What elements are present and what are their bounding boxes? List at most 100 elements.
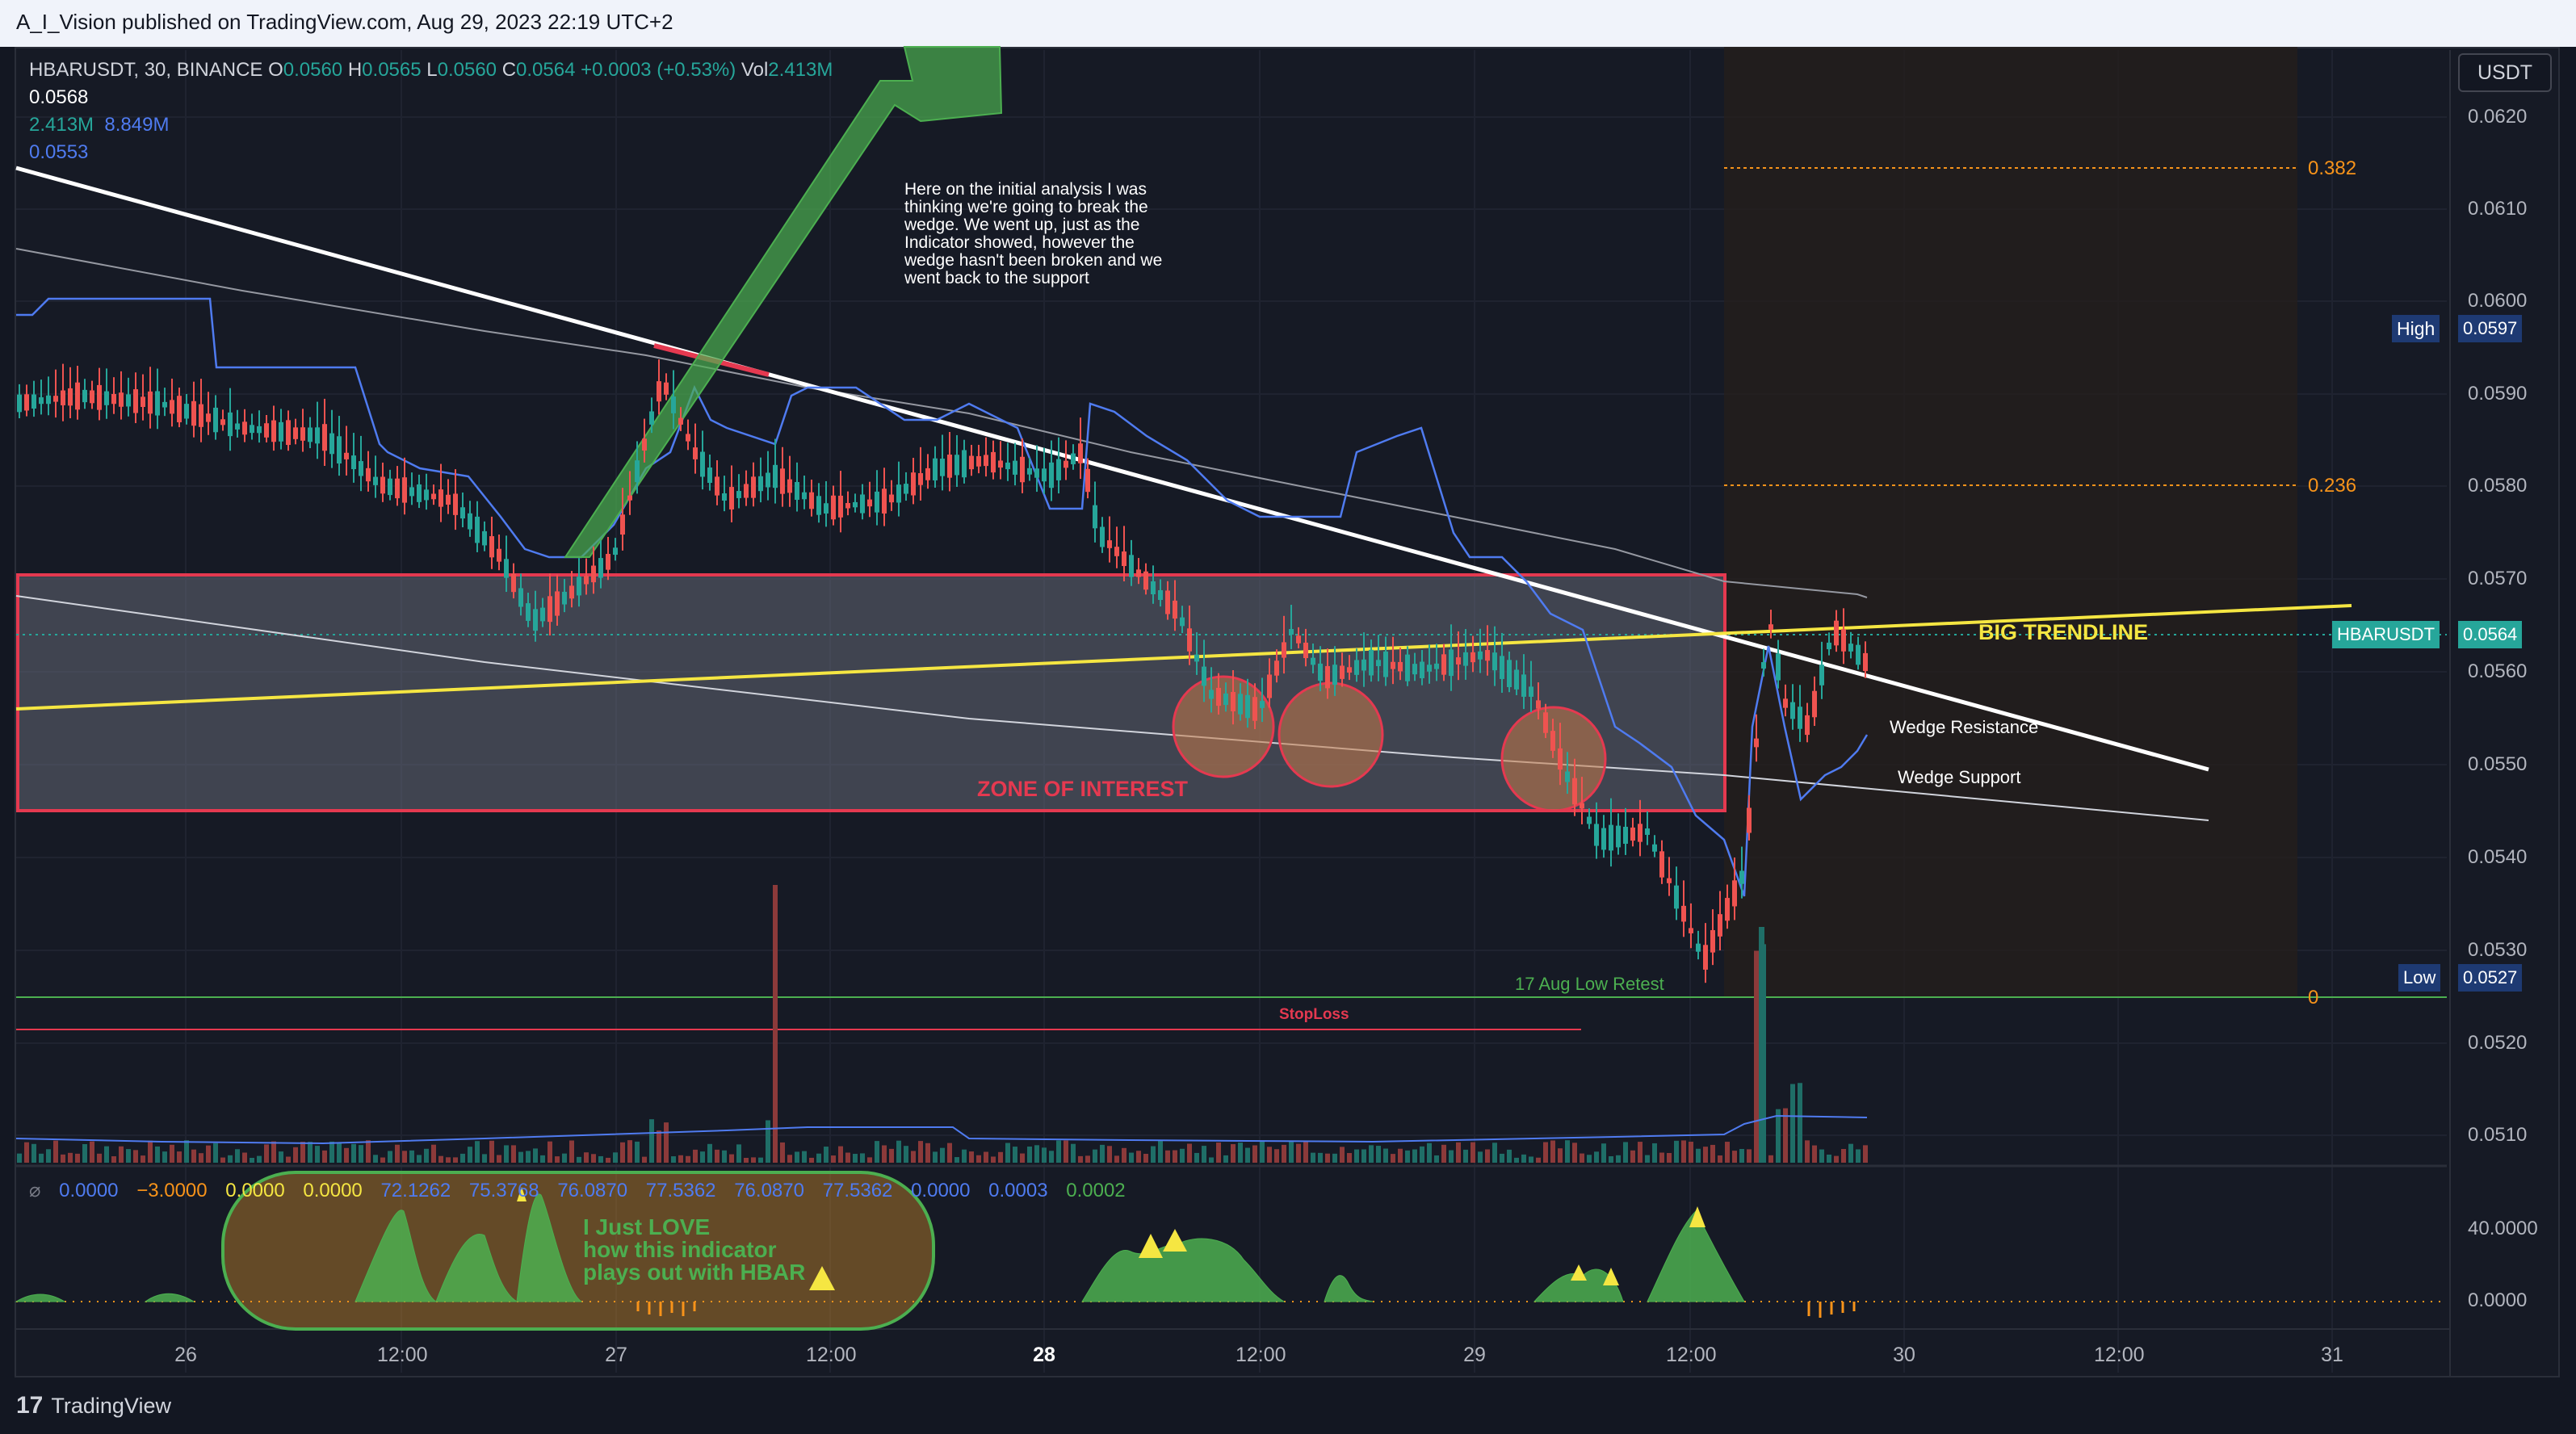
volume-bar bbox=[1143, 1153, 1148, 1163]
candle-body bbox=[1449, 649, 1454, 677]
volume-bar bbox=[824, 1147, 829, 1163]
candle-body bbox=[1514, 669, 1519, 690]
candle-body bbox=[627, 495, 632, 501]
volume-bar bbox=[329, 1141, 334, 1163]
volume-bar bbox=[729, 1154, 734, 1163]
volume-bar bbox=[896, 1140, 901, 1163]
volume-bar bbox=[707, 1143, 712, 1163]
candle-body bbox=[1652, 844, 1657, 852]
volume-bar bbox=[61, 1154, 65, 1163]
candle-body bbox=[1376, 660, 1381, 667]
legend-vol-a: 2.413M bbox=[29, 114, 94, 136]
volume-bar bbox=[933, 1151, 938, 1163]
volume-bar bbox=[1158, 1140, 1163, 1163]
volume-bar bbox=[664, 1122, 669, 1163]
volume-bar bbox=[489, 1140, 494, 1163]
volume-bar bbox=[1841, 1149, 1846, 1163]
candle-body bbox=[1521, 674, 1526, 697]
candle-body bbox=[1667, 878, 1672, 883]
fib-lines bbox=[1724, 167, 2297, 486]
ma-gray bbox=[15, 248, 1868, 598]
currency-button[interactable]: USDT bbox=[2458, 53, 2552, 92]
candle-body bbox=[1260, 701, 1265, 708]
volume-bar bbox=[1630, 1150, 1635, 1163]
tradingview-brand[interactable]: 17 TradingView bbox=[16, 1392, 171, 1419]
indicator-axis-0: 0.0000 bbox=[2468, 1289, 2528, 1311]
volume-bar bbox=[351, 1143, 356, 1163]
green-arrow bbox=[564, 46, 1003, 558]
volume-bar bbox=[918, 1141, 923, 1163]
candle-body bbox=[82, 389, 87, 403]
low-retest-label: 17 Aug Low Retest bbox=[1515, 974, 1664, 994]
support-circle-2 bbox=[1278, 681, 1384, 788]
stoploss-label: StopLoss bbox=[1279, 1006, 1349, 1023]
volume-bar bbox=[228, 1155, 233, 1163]
candle-body bbox=[1005, 462, 1010, 470]
candle-body bbox=[875, 491, 879, 513]
volume-bar bbox=[1289, 1140, 1294, 1163]
volume-bar bbox=[170, 1144, 174, 1163]
volume-bar bbox=[1572, 1143, 1577, 1163]
fib-236: 0.236 bbox=[2308, 475, 2357, 497]
zone-of-interest bbox=[16, 573, 1726, 812]
volume-bar bbox=[809, 1157, 814, 1163]
candle-body bbox=[1085, 468, 1090, 493]
candle-body bbox=[1834, 620, 1839, 646]
indicator-icon[interactable]: ⌀ bbox=[29, 1180, 41, 1201]
candle-body bbox=[409, 487, 414, 497]
volume-bar bbox=[1202, 1146, 1206, 1163]
volume-bar bbox=[82, 1143, 87, 1163]
candle-body bbox=[126, 394, 131, 407]
volume-bar bbox=[1209, 1157, 1214, 1163]
candle-body bbox=[715, 476, 720, 496]
volume-bar bbox=[1173, 1150, 1177, 1163]
volume-bar bbox=[533, 1148, 538, 1163]
volume-bar bbox=[1834, 1155, 1839, 1163]
volume-bar bbox=[722, 1150, 727, 1163]
legend-line-2: 0.0568 bbox=[29, 86, 89, 108]
volume-bar bbox=[235, 1149, 240, 1163]
candle-body bbox=[61, 390, 65, 405]
volume-bar bbox=[39, 1153, 44, 1163]
volume-bar bbox=[1485, 1149, 1490, 1163]
candle-body bbox=[787, 479, 792, 493]
volume-bar bbox=[1529, 1156, 1533, 1163]
price-tick: 0.0570 bbox=[2468, 568, 2528, 589]
time-tick: 28 bbox=[1033, 1344, 1055, 1366]
candle-body bbox=[1863, 652, 1868, 672]
candle-body bbox=[511, 573, 516, 593]
candle-body bbox=[1558, 748, 1563, 770]
indicator-axis-40: 40.0000 bbox=[2468, 1218, 2538, 1239]
candle-body bbox=[431, 493, 436, 500]
candle-body bbox=[744, 484, 749, 498]
volume-bar bbox=[257, 1155, 262, 1163]
candle-body bbox=[1754, 738, 1759, 748]
change-value: +0.0003 (+0.53%) bbox=[581, 59, 736, 81]
time-tick: 29 bbox=[1463, 1344, 1486, 1366]
volume-bar bbox=[620, 1142, 625, 1163]
symbol-info[interactable]: HBARUSDT, 30, BINANCE bbox=[29, 59, 263, 81]
candle-body bbox=[1107, 540, 1112, 548]
volume-bar bbox=[119, 1146, 124, 1163]
volume-bar bbox=[969, 1151, 974, 1163]
high-value: 0.0565 bbox=[362, 59, 422, 81]
price-tick: 0.0520 bbox=[2468, 1032, 2528, 1054]
volume-bar bbox=[1739, 1148, 1744, 1163]
candle-body bbox=[271, 420, 276, 442]
candle-body bbox=[1369, 649, 1374, 676]
big-trendline-label: BIG TRENDLINE bbox=[1978, 620, 2149, 644]
candle-body bbox=[1434, 663, 1439, 669]
volume-bar bbox=[1013, 1147, 1017, 1163]
volume-bar bbox=[1638, 1142, 1643, 1163]
symbol-label-tag: HBARUSDT bbox=[2332, 621, 2440, 648]
volume-bar bbox=[1514, 1157, 1519, 1163]
volume-bar bbox=[344, 1147, 349, 1163]
candle-body bbox=[497, 548, 501, 562]
volume-bar bbox=[380, 1157, 385, 1163]
candle-body bbox=[1354, 660, 1359, 675]
candle-body bbox=[1732, 880, 1737, 907]
candle-body bbox=[39, 397, 44, 405]
candle-body bbox=[1143, 571, 1148, 590]
candle-body bbox=[686, 434, 690, 442]
